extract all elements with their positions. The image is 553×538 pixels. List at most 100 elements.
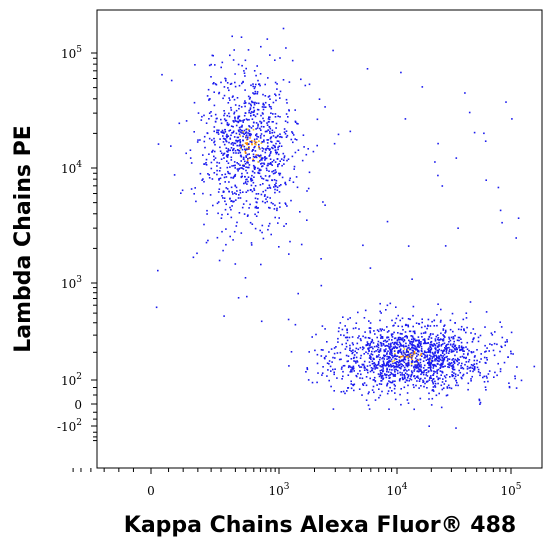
data-point [442, 360, 445, 362]
data-point [398, 359, 401, 362]
data-point [161, 73, 163, 76]
data-point [403, 348, 406, 350]
data-point [430, 362, 433, 365]
data-point [428, 398, 430, 400]
data-point [249, 157, 251, 159]
data-point [260, 122, 263, 125]
data-point [411, 371, 413, 374]
data-point [435, 335, 438, 338]
data-point [445, 356, 447, 359]
data-point [434, 359, 436, 362]
data-point [412, 330, 415, 333]
data-point [485, 362, 487, 364]
data-point [454, 334, 456, 337]
data-point [268, 206, 270, 209]
data-point [432, 353, 434, 355]
data-point [436, 369, 438, 371]
data-point [466, 368, 469, 370]
data-point [394, 361, 397, 364]
data-point [268, 105, 271, 108]
data-point [440, 345, 443, 347]
data-point [229, 235, 231, 238]
data-point [494, 371, 496, 374]
data-point [411, 335, 414, 337]
data-point [297, 292, 299, 295]
data-point [436, 375, 438, 378]
data-point [294, 121, 297, 123]
data-point [478, 361, 481, 363]
data-point [380, 380, 382, 382]
data-point [442, 338, 445, 340]
data-point [272, 101, 275, 104]
data-point [407, 359, 410, 362]
data-point [252, 164, 255, 167]
data-point [283, 128, 286, 130]
data-point [440, 364, 442, 366]
data-point [271, 161, 274, 163]
data-point [401, 372, 403, 374]
data-point [300, 243, 303, 246]
data-point [504, 344, 506, 347]
data-point [424, 382, 426, 385]
data-point [461, 347, 464, 350]
data-point [467, 352, 469, 355]
data-point [238, 139, 240, 142]
data-point [420, 364, 422, 366]
data-point [268, 175, 271, 178]
data-point [275, 127, 277, 129]
data-point [359, 370, 361, 372]
data-point [384, 373, 386, 375]
data-point [269, 130, 271, 133]
data-point [455, 157, 458, 159]
data-point [244, 163, 247, 165]
data-point [241, 167, 244, 169]
data-point [368, 337, 371, 339]
data-point [367, 347, 369, 350]
data-point [225, 80, 227, 82]
data-point [459, 356, 462, 358]
data-point [420, 342, 422, 345]
data-point [422, 352, 424, 355]
data-point [202, 154, 204, 156]
data-point [285, 130, 288, 132]
data-point [267, 187, 269, 189]
data-point [455, 359, 458, 362]
data-point [193, 101, 196, 104]
data-point [472, 370, 474, 373]
data-point [237, 136, 240, 139]
data-point [311, 336, 313, 338]
data-point [223, 157, 225, 159]
data-point [303, 146, 305, 148]
data-point [418, 380, 421, 382]
data-point [533, 365, 536, 368]
data-point [271, 179, 274, 182]
data-point [226, 135, 229, 137]
data-point [224, 208, 227, 211]
data-point [388, 365, 390, 368]
data-point [460, 325, 463, 328]
data-point [413, 338, 416, 340]
data-point [453, 372, 455, 374]
data-point [265, 157, 268, 160]
data-point [223, 143, 226, 146]
data-point [278, 174, 281, 176]
data-point [334, 368, 336, 370]
data-point [390, 373, 393, 375]
data-point [402, 378, 404, 381]
data-point [461, 348, 464, 351]
data-point [235, 132, 238, 135]
data-point [424, 341, 426, 344]
data-point [359, 377, 361, 379]
data-point [370, 358, 372, 360]
data-point [241, 124, 243, 127]
data-point [275, 94, 277, 97]
data-point [365, 376, 368, 378]
data-point [243, 165, 245, 167]
data-point [449, 362, 452, 365]
data-point [261, 141, 263, 143]
data-point [416, 355, 418, 357]
data-point [237, 297, 240, 299]
data-point [404, 358, 407, 361]
data-point [320, 284, 323, 287]
data-point [430, 337, 433, 339]
